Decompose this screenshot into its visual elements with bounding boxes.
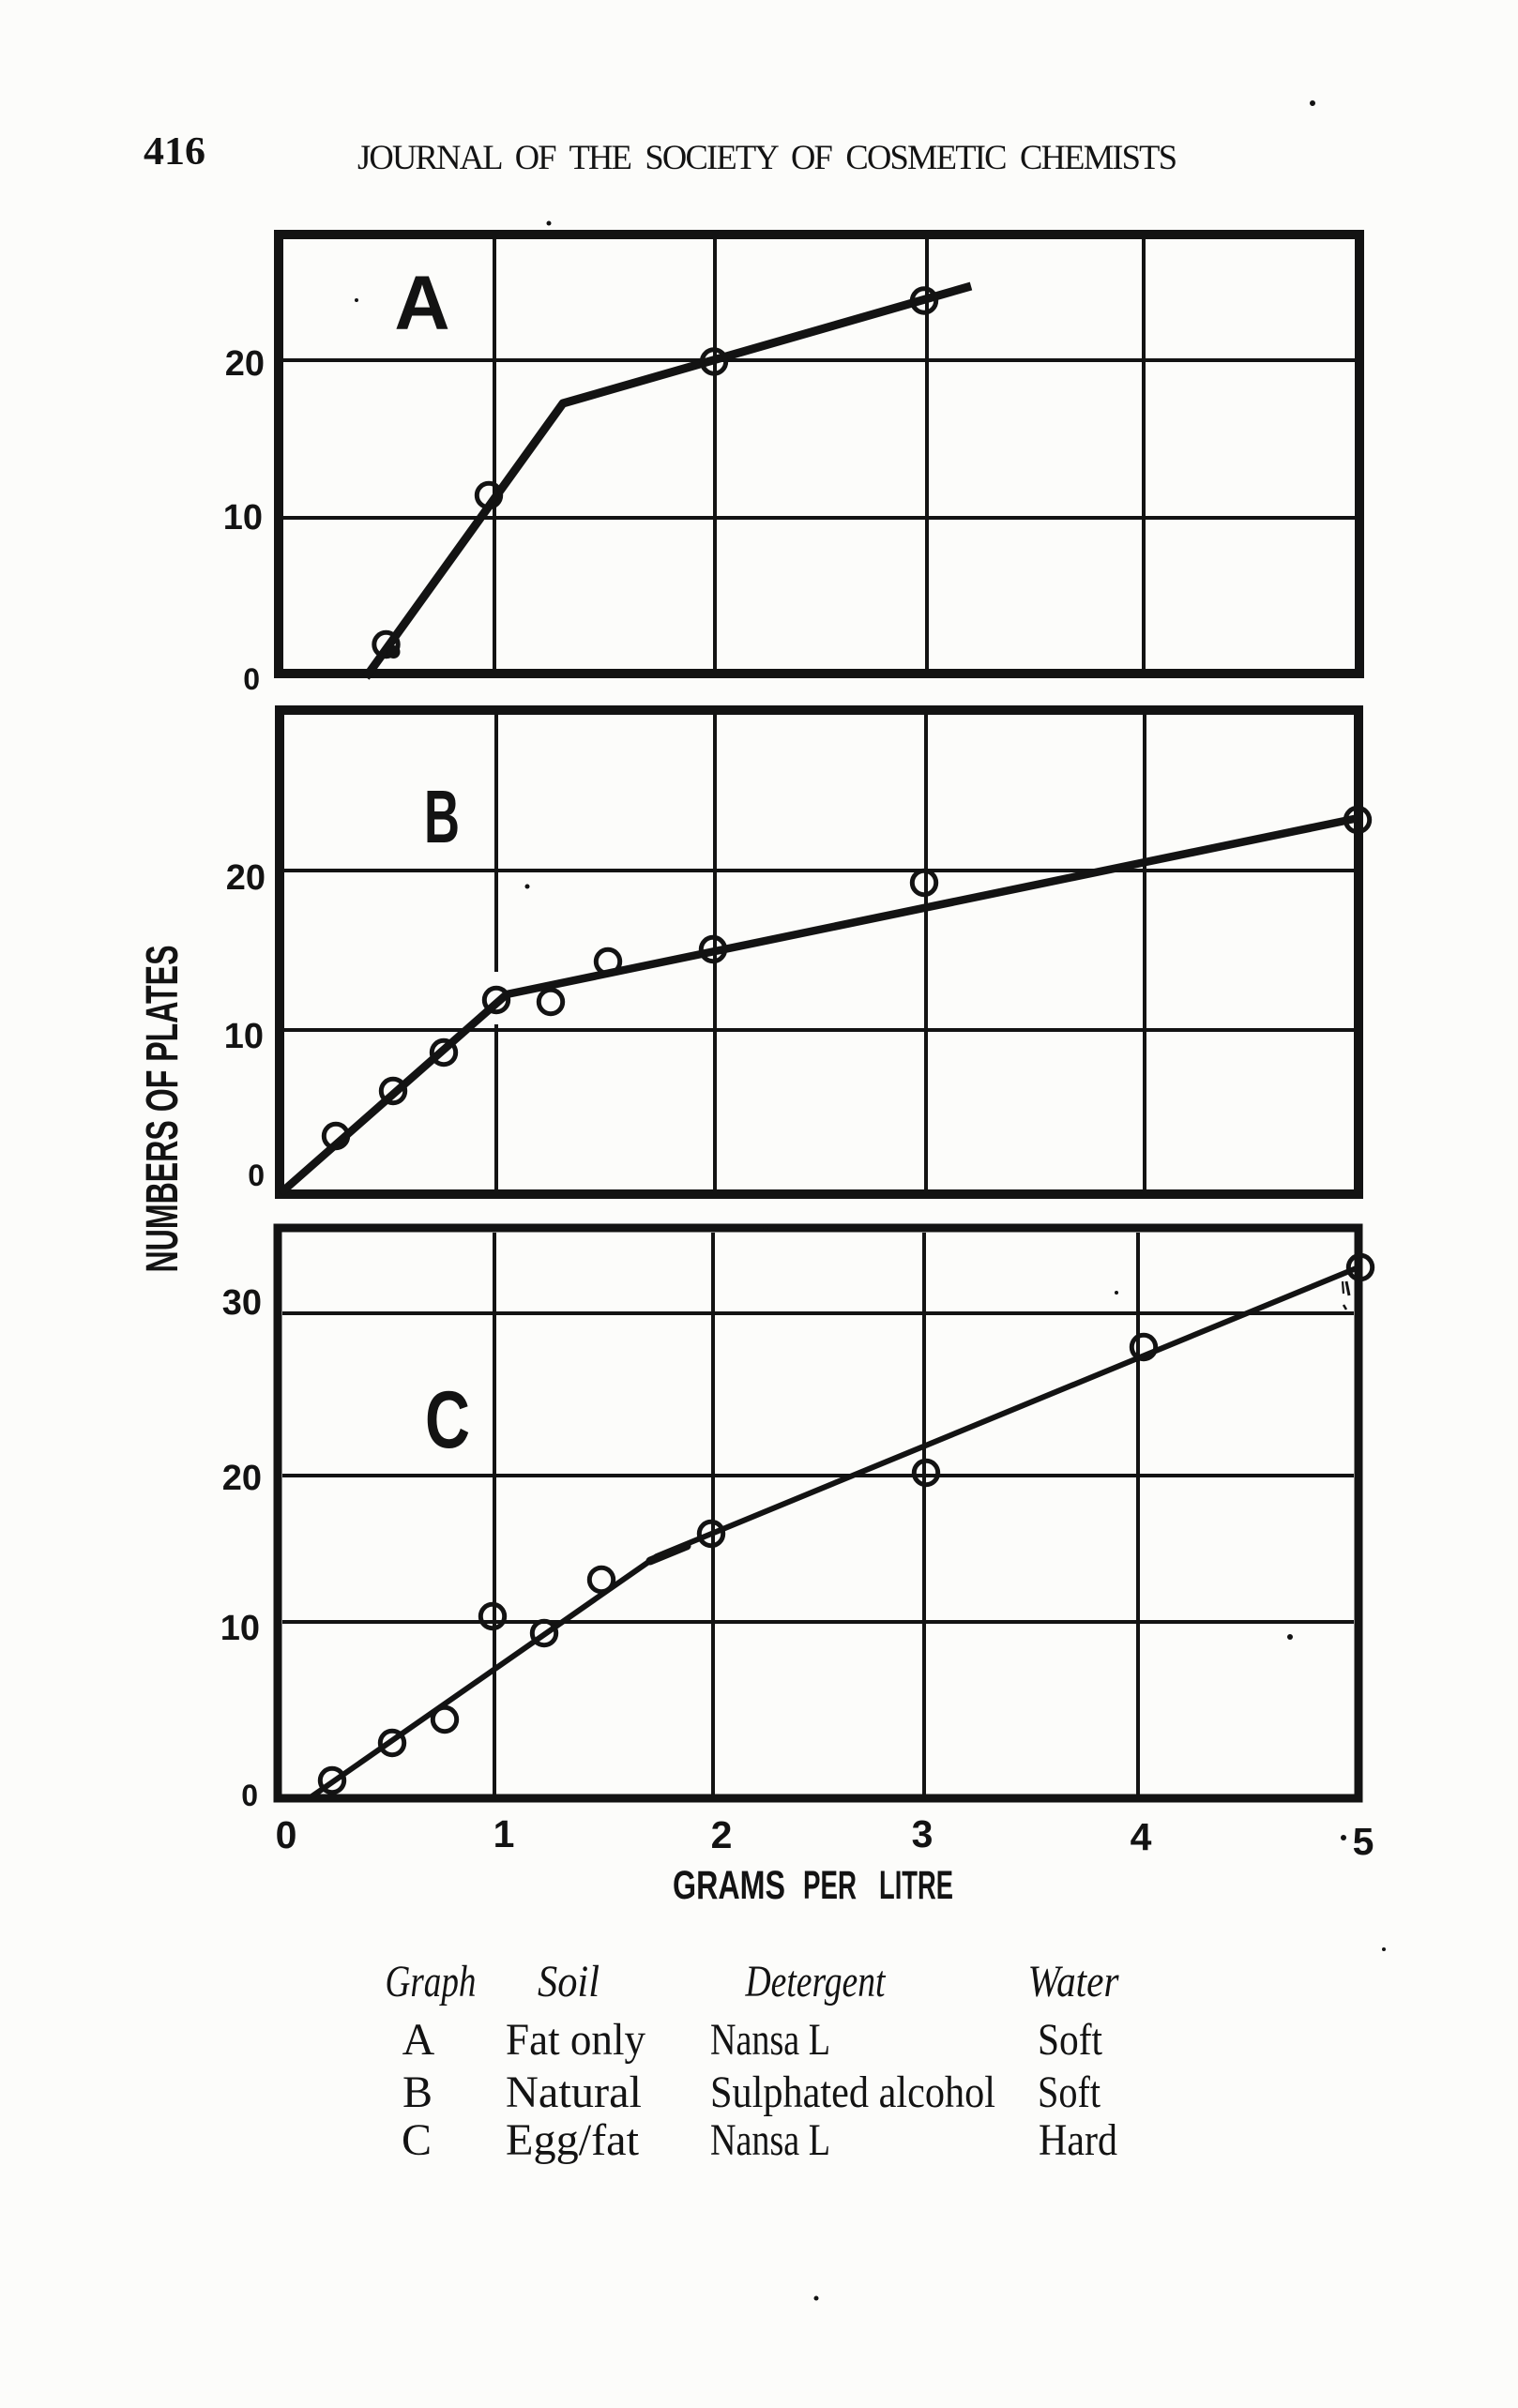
- svg-text:0: 0: [248, 1159, 265, 1192]
- svg-text:1: 1: [493, 1812, 515, 1855]
- svg-text:A: A: [402, 2015, 435, 2065]
- svg-text:0: 0: [276, 1813, 297, 1856]
- svg-text:Nansa L: Nansa L: [710, 2015, 830, 2065]
- svg-text:C: C: [425, 1375, 470, 1465]
- svg-text:GRAMS: GRAMS: [673, 1863, 785, 1908]
- svg-text:4: 4: [1131, 1815, 1152, 1858]
- svg-text:Soft: Soft: [1038, 2067, 1101, 2117]
- svg-text:10: 10: [220, 1609, 260, 1648]
- svg-text:Natural: Natural: [506, 2067, 642, 2117]
- svg-text:B: B: [424, 775, 460, 858]
- svg-text:5: 5: [1353, 1820, 1374, 1863]
- svg-text:Soft: Soft: [1038, 2015, 1103, 2065]
- svg-text:C: C: [402, 2115, 432, 2165]
- svg-text:Fat only: Fat only: [506, 2015, 645, 2065]
- svg-text:3: 3: [912, 1812, 934, 1855]
- svg-text:30: 30: [222, 1283, 262, 1323]
- svg-text:2: 2: [711, 1813, 733, 1856]
- svg-text:Soil: Soil: [538, 1957, 600, 2007]
- svg-text:Sulphated alcohol: Sulphated alcohol: [710, 2067, 995, 2117]
- svg-text:B: B: [402, 2067, 433, 2117]
- svg-text:0: 0: [243, 662, 260, 696]
- svg-text:20: 20: [222, 1459, 262, 1498]
- svg-text:A: A: [394, 261, 449, 346]
- svg-text:10: 10: [224, 1017, 264, 1056]
- svg-text:20: 20: [226, 858, 266, 898]
- svg-text:Hard: Hard: [1039, 2115, 1117, 2165]
- svg-text:Detergent: Detergent: [745, 1957, 887, 2007]
- svg-text:10: 10: [223, 498, 263, 538]
- svg-text:20: 20: [225, 344, 265, 384]
- svg-text:LITRE: LITRE: [879, 1863, 953, 1908]
- svg-text:JOURNAL OF THE SOCIETY OF COSM: JOURNAL OF THE SOCIETY OF COSMETIC CHEMI…: [357, 138, 1177, 176]
- svg-text:0: 0: [241, 1779, 258, 1812]
- svg-text:PER: PER: [803, 1863, 857, 1908]
- svg-text:Nansa L: Nansa L: [710, 2115, 830, 2165]
- svg-text:416: 416: [144, 130, 205, 174]
- svg-text:Egg/fat: Egg/fat: [506, 2115, 640, 2165]
- svg-text:Water: Water: [1028, 1957, 1119, 2007]
- svg-text:NUMBERS OF PLATES: NUMBERS OF PLATES: [138, 946, 188, 1273]
- svg-text:Graph: Graph: [386, 1957, 477, 2007]
